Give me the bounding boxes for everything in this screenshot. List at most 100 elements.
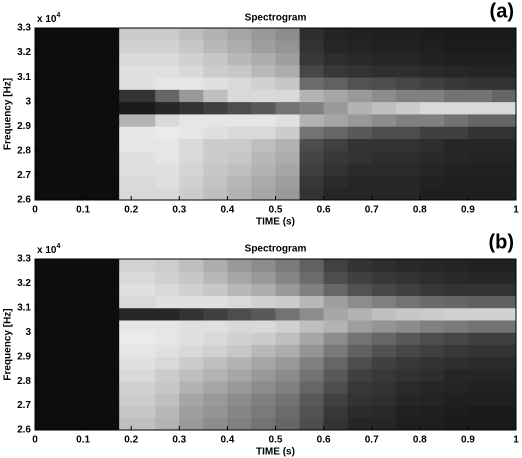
cell	[275, 64, 300, 78]
cell	[371, 52, 397, 66]
cell	[323, 271, 349, 284]
cell	[275, 114, 300, 127]
cell	[443, 356, 469, 370]
cell	[251, 40, 276, 53]
cell	[443, 332, 469, 345]
cell	[419, 52, 445, 66]
cell	[251, 28, 276, 41]
cell	[347, 114, 373, 127]
cell	[203, 28, 228, 41]
cell	[35, 356, 120, 370]
cell	[251, 368, 276, 382]
y-scale-label: x 104	[37, 12, 60, 25]
cell	[275, 163, 300, 176]
cell	[179, 150, 204, 164]
x-tick-label: 0.9	[461, 435, 475, 446]
cell	[323, 307, 349, 321]
y-tick-label: 2.8	[17, 376, 31, 387]
cell	[299, 393, 324, 406]
cell	[491, 52, 517, 66]
cell	[395, 28, 421, 41]
cell	[419, 187, 445, 201]
cell	[419, 405, 445, 419]
cell	[227, 344, 252, 358]
cell	[443, 101, 469, 115]
cell	[155, 175, 180, 189]
cell	[323, 405, 349, 419]
cell	[227, 163, 252, 176]
cell	[227, 40, 252, 53]
y-tick-label: 2.8	[17, 145, 31, 156]
cell	[491, 114, 517, 127]
cell	[395, 52, 421, 66]
cell	[155, 320, 180, 333]
cell	[467, 356, 493, 370]
cell	[323, 126, 349, 139]
cell	[203, 381, 228, 394]
cell	[203, 40, 228, 53]
cell	[227, 320, 252, 333]
cell	[275, 271, 300, 284]
cell	[347, 381, 373, 394]
cell	[227, 89, 252, 103]
cell	[419, 175, 445, 189]
cell	[203, 283, 228, 297]
cell	[275, 356, 300, 370]
cell	[35, 52, 120, 66]
cell	[347, 28, 373, 41]
cell	[323, 344, 349, 358]
cell	[179, 64, 204, 78]
chart-title: Spectrogram	[245, 13, 307, 24]
cell	[155, 271, 180, 284]
cell	[179, 259, 204, 272]
cell	[119, 344, 156, 358]
chart-title: Spectrogram	[245, 244, 307, 255]
x-tick-label: 0.3	[172, 435, 186, 446]
y-scale-base: x 10	[37, 14, 57, 25]
cell	[371, 393, 397, 406]
cell	[491, 320, 517, 333]
cell	[419, 356, 445, 370]
cell	[35, 295, 120, 309]
cell	[203, 175, 228, 189]
cell	[275, 101, 300, 115]
cell	[443, 259, 469, 272]
cell	[155, 126, 180, 139]
cell	[155, 307, 180, 321]
cell	[347, 368, 373, 382]
cell	[227, 114, 252, 127]
cell	[419, 307, 445, 321]
cell	[371, 150, 397, 164]
cell	[299, 28, 324, 41]
cell	[347, 150, 373, 164]
cell	[347, 138, 373, 152]
y-tick-label: 3.3	[17, 254, 31, 265]
cell	[35, 187, 120, 201]
cell	[371, 40, 397, 53]
cell	[203, 405, 228, 419]
cell	[299, 356, 324, 370]
cell	[251, 138, 276, 152]
cell	[491, 150, 517, 164]
cell	[323, 40, 349, 53]
cell	[179, 405, 204, 419]
cell	[395, 344, 421, 358]
cell	[395, 405, 421, 419]
cell	[119, 138, 156, 152]
cell	[251, 126, 276, 139]
cell	[35, 271, 120, 284]
cell	[251, 114, 276, 127]
cell	[419, 77, 445, 90]
cell	[491, 28, 517, 41]
y-tick-label: 2.9	[17, 121, 31, 132]
cell	[227, 381, 252, 394]
cell	[395, 114, 421, 127]
y-tick-label: 2.7	[17, 400, 31, 411]
cell	[467, 28, 493, 41]
cell	[443, 405, 469, 419]
cell	[275, 283, 300, 297]
cell	[467, 320, 493, 333]
cell	[371, 332, 397, 345]
cell	[395, 307, 421, 321]
cell	[251, 320, 276, 333]
